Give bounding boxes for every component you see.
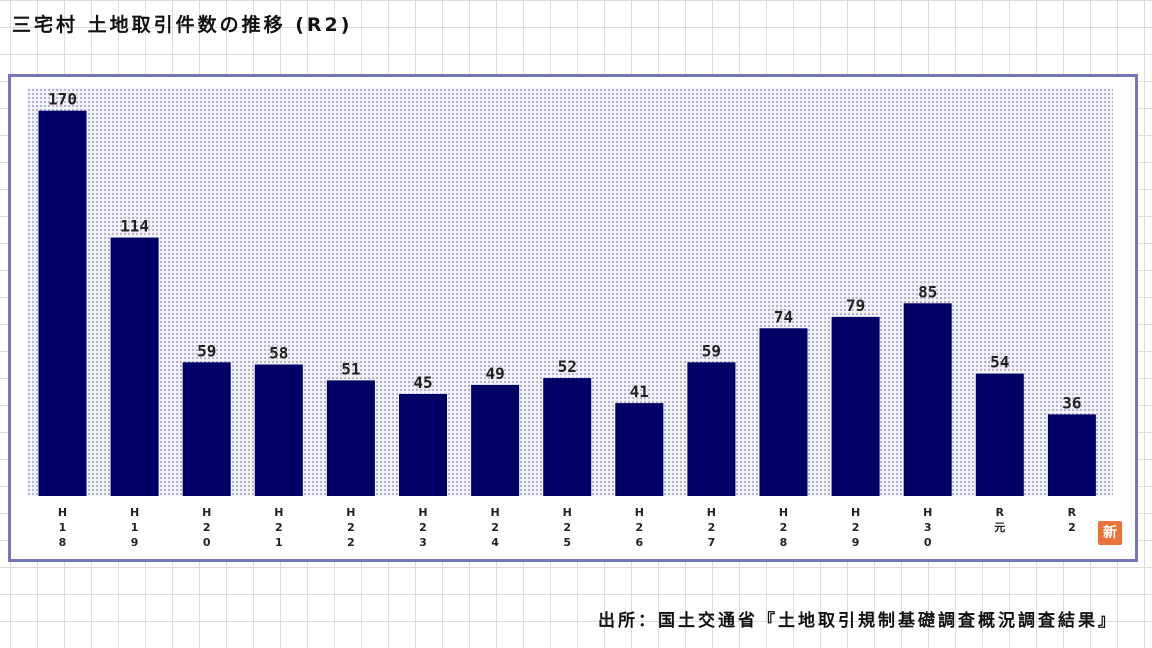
data-label-H27: 59	[702, 341, 721, 360]
bar-H27	[687, 362, 736, 496]
bar-H19	[110, 237, 159, 496]
data-label-H21: 58	[269, 344, 288, 363]
data-label-R元: 54	[990, 353, 1009, 372]
new-badge-icon: 新	[1098, 521, 1122, 545]
bar-R元	[975, 373, 1024, 496]
source-note: 出所：国土交通省『土地取引規制基礎調査概況調査結果』	[598, 611, 1118, 631]
data-label-H19: 114	[120, 217, 149, 236]
data-label-H18: 170	[48, 90, 77, 109]
data-label-H25: 52	[558, 357, 577, 376]
data-label-H22: 51	[341, 359, 360, 378]
data-label-H29: 79	[846, 296, 865, 315]
bar-R2	[1047, 414, 1096, 496]
bar-H23	[399, 394, 447, 496]
data-label-H26: 41	[630, 382, 649, 401]
bar-H22	[326, 380, 375, 496]
bar-H28	[759, 328, 808, 496]
chart-title: 三宅村 土地取引件数の推移 (R2)	[12, 14, 353, 36]
data-label-H30: 85	[918, 282, 937, 301]
bar-H21	[254, 364, 303, 496]
data-label-H23: 45	[413, 373, 432, 392]
bar-H26	[615, 403, 664, 496]
bar-H18	[38, 110, 87, 496]
data-label-H28: 74	[774, 307, 793, 326]
data-label-H24: 49	[485, 364, 504, 383]
data-label-R2: 36	[1062, 393, 1081, 412]
bar-H30	[903, 303, 952, 496]
bar-H24	[471, 384, 520, 496]
data-label-H20: 59	[197, 341, 216, 360]
bar-H20	[182, 362, 231, 496]
bar-H29	[831, 316, 880, 496]
bar-H25	[543, 378, 592, 496]
